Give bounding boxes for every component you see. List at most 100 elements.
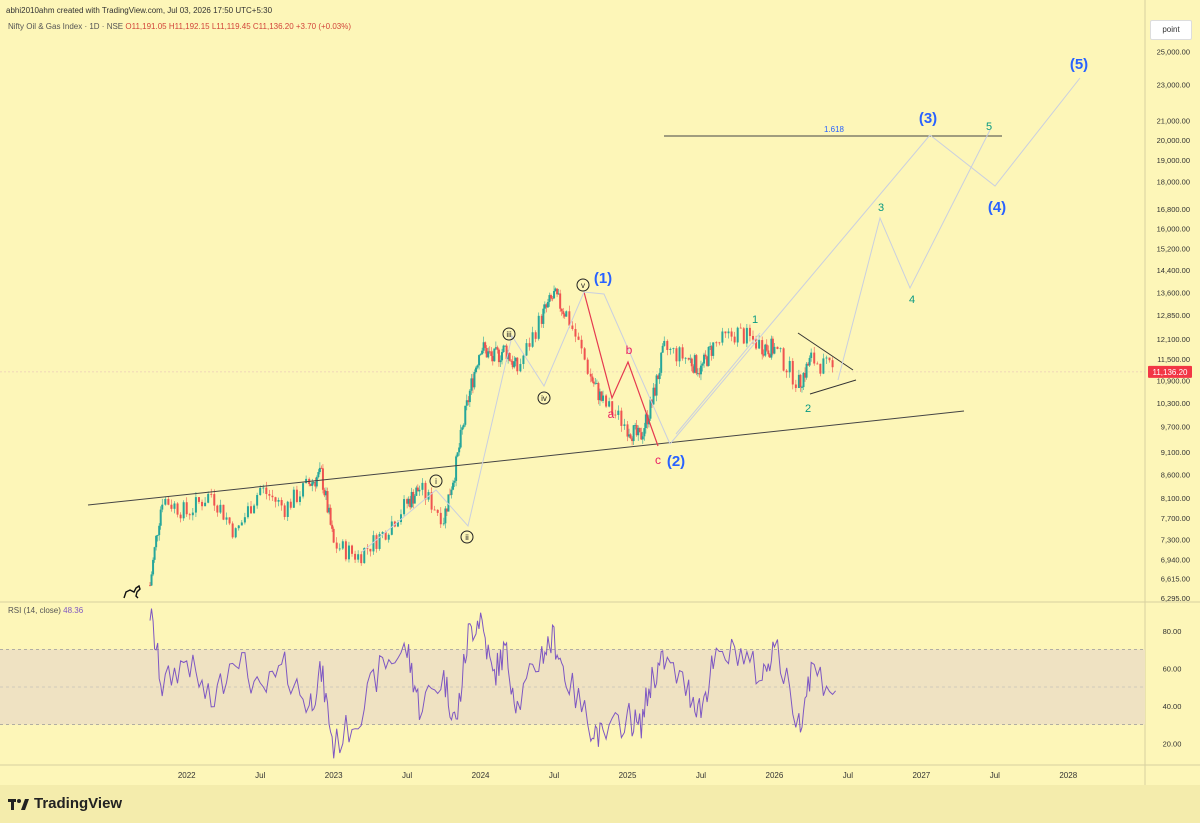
time-tick-label: 2026 <box>766 771 784 780</box>
candle <box>453 477 456 487</box>
candle <box>543 301 546 314</box>
candle <box>545 303 548 313</box>
price-tick-label: 9,700.00 <box>1161 423 1190 432</box>
candle <box>268 489 271 501</box>
candle <box>464 405 467 427</box>
candle <box>250 501 253 514</box>
candle <box>317 469 320 479</box>
candle <box>407 496 410 507</box>
candle <box>298 491 301 506</box>
candle <box>800 385 803 393</box>
time-tick-label: Jul <box>990 771 1000 780</box>
price-unit-button[interactable]: point <box>1150 20 1192 40</box>
time-tick-label: 2022 <box>178 771 196 780</box>
candle <box>511 355 514 370</box>
candle <box>807 362 810 366</box>
rsi-legend-name[interactable]: RSI (14, close) <box>8 606 61 615</box>
candle <box>369 548 372 557</box>
last-price-tag <box>1148 365 1192 378</box>
candle <box>628 428 631 438</box>
candle <box>329 504 332 526</box>
candle <box>562 307 565 319</box>
wave-label-sub-4: 4 <box>909 294 915 306</box>
candle <box>703 352 706 368</box>
candle <box>641 431 644 444</box>
candle <box>699 360 702 381</box>
candle <box>150 571 153 586</box>
time-tick-label: Jul <box>255 771 265 780</box>
candle <box>399 509 402 525</box>
candle <box>467 396 470 406</box>
candle <box>554 287 557 292</box>
candle <box>695 353 698 376</box>
candle <box>568 305 571 329</box>
candle <box>733 331 736 345</box>
candle <box>808 355 811 368</box>
candle <box>456 452 459 458</box>
candle <box>635 420 638 437</box>
candle <box>810 348 813 362</box>
time-tick-label: Jul <box>549 771 559 780</box>
candle <box>542 304 545 329</box>
candle <box>559 289 562 312</box>
candle <box>663 336 666 347</box>
candle <box>197 496 200 504</box>
candle <box>207 491 210 504</box>
candle <box>799 373 802 392</box>
candle <box>305 475 308 484</box>
candle <box>448 488 451 496</box>
candle <box>332 526 335 544</box>
candle <box>219 499 222 514</box>
price-tick-label: 14,400.00 <box>1157 266 1190 275</box>
impulse-wave-path <box>361 291 671 553</box>
wave-label-minor-i: i <box>429 474 443 488</box>
wave-label-primary-2: (2) <box>667 453 685 470</box>
tradingview-logo[interactable]: TradingView <box>8 795 122 812</box>
time-axis: 2022 Jul 2023 Jul 2024 Jul 2025 Jul 2026 Jul 2027 J… <box>178 771 1078 780</box>
candle <box>502 344 505 353</box>
candle <box>739 323 742 329</box>
candle <box>471 373 474 394</box>
triangle-lower-line <box>809 379 857 395</box>
wave-label-sub-1: 1 <box>752 314 758 326</box>
candle <box>225 512 228 525</box>
candle <box>201 499 204 511</box>
candle <box>565 310 568 317</box>
candle <box>767 345 770 357</box>
candle <box>170 499 173 512</box>
candle <box>638 427 641 433</box>
price-chart[interactable]: 25,000.00 23,000.00 21,000.00 20,000.00 19,0… <box>0 0 1200 785</box>
candle <box>455 454 458 487</box>
candle <box>660 352 663 376</box>
candle <box>797 369 800 389</box>
price-tick-label: 18,000.00 <box>1157 178 1190 187</box>
price-tick-label: 15,200.00 <box>1157 245 1190 254</box>
candle <box>320 465 323 469</box>
candle <box>689 354 692 364</box>
candle <box>439 507 442 528</box>
time-tick-label: 2027 <box>912 771 930 780</box>
last-price-label: 11,136.20 <box>1153 368 1189 377</box>
candle <box>497 348 500 367</box>
symbol-name[interactable]: Nifty Oil & Gas Index · 1D · NSE <box>8 22 124 31</box>
candle <box>424 480 427 506</box>
candle <box>537 312 540 341</box>
candle <box>191 508 194 521</box>
candle <box>770 335 773 360</box>
candle <box>791 358 794 390</box>
price-tick-label: 13,600.00 <box>1157 289 1190 298</box>
candle <box>274 496 277 508</box>
candle <box>286 500 289 522</box>
candle <box>563 312 566 319</box>
candle <box>387 533 390 543</box>
candle <box>335 537 338 554</box>
candle <box>173 501 176 514</box>
candle <box>213 489 216 511</box>
candle <box>403 495 406 517</box>
candle-group <box>149 285 834 587</box>
candle <box>433 505 436 511</box>
wave-label-primary-4: (4) <box>988 199 1006 216</box>
candle <box>514 357 517 367</box>
candle <box>657 374 660 380</box>
